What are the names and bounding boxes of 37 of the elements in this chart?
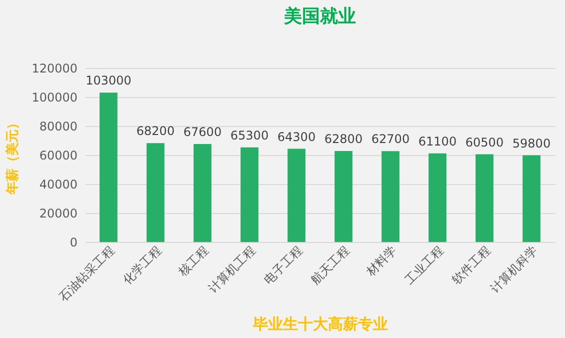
y-tick-label: 40000 [39,178,78,192]
x-tick-label: 核工程 [174,243,211,280]
y-tick-label: 100000 [32,90,78,104]
bar [522,155,540,242]
data-label: 60500 [465,135,504,150]
bar [146,143,164,242]
x-tick-label: 航天工程 [308,243,352,287]
bar [476,154,494,242]
y-axis-title: 年薪（美元） [4,116,21,196]
bar [334,150,352,242]
x-tick-label: 软件工程 [449,243,493,287]
bar [288,148,306,242]
bar [428,153,446,242]
data-label: 64300 [277,130,316,144]
data-label: 62800 [324,132,363,146]
y-tick-label: 60000 [39,148,78,162]
data-label: 62700 [371,132,410,146]
bar [382,151,400,242]
data-label: 65300 [230,128,269,142]
bar [100,92,118,242]
x-tick-label: 电子工程 [261,243,305,287]
x-tick-label: 化学工程 [120,243,164,287]
y-tick-label: 120000 [32,62,78,76]
data-label: 61100 [418,134,457,148]
y-tick-label: 0 [70,236,78,250]
x-axis-title: 毕业生十大高薪专业 [252,315,388,334]
data-label: 68200 [136,124,175,138]
x-tick-label: 材料学 [362,243,399,280]
data-label: 67600 [183,124,222,139]
data-label: 59800 [512,136,551,150]
x-tick-label: 工业工程 [402,243,446,287]
bar [240,147,258,242]
y-tick-label: 20000 [39,206,78,220]
y-tick-label: 80000 [39,120,78,134]
data-label: 103000 [86,74,132,88]
chart-title: 美国就业 [283,6,356,27]
bar [194,144,212,242]
